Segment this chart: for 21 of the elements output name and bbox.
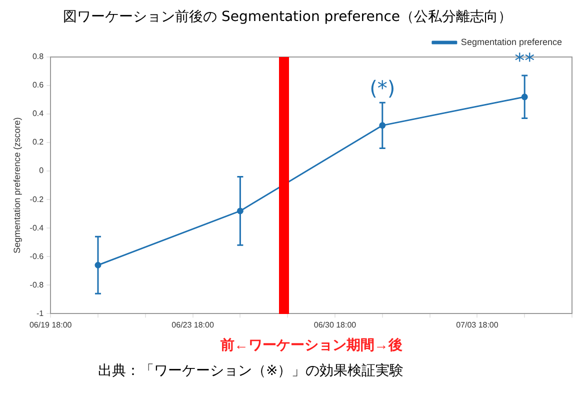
data-label: (*) <box>370 76 396 100</box>
y-tick-label: -1 <box>36 308 44 318</box>
source-note: 出典：「ワーケーション（※）」の効果検証実験 <box>97 362 405 380</box>
y-tick-label: 0.2 <box>32 138 44 147</box>
chart-title: 図ワーケーション前後の Segmentation preference（公私分離志向） <box>62 8 514 26</box>
legend-label: Segmentation preference <box>460 36 562 47</box>
x-tick-label: 06/30 18:00 <box>314 320 357 330</box>
y-tick-label: 0.4 <box>32 109 44 118</box>
y-tick-label: 0.8 <box>32 52 44 62</box>
data-label: ** <box>514 48 535 73</box>
y-tick-label: -0.8 <box>30 280 44 290</box>
x-tick-label: 06/19 18:00 <box>29 320 72 330</box>
y-axis-title: Segmentation preference (zscore) <box>12 117 22 254</box>
y-tick-label: 0.6 <box>32 80 44 90</box>
y-tick-label: -0.2 <box>30 194 44 204</box>
x-axis-title: 前←ワーケーション期間→後 <box>219 336 402 352</box>
y-tick-label: 0 <box>39 166 44 176</box>
x-tick-label: 06/23 18:00 <box>172 320 214 330</box>
x-tick-label: 07/03 18:00 <box>456 320 499 330</box>
y-tick-label: -0.6 <box>30 252 44 261</box>
y-tick-label: -0.4 <box>30 223 44 232</box>
